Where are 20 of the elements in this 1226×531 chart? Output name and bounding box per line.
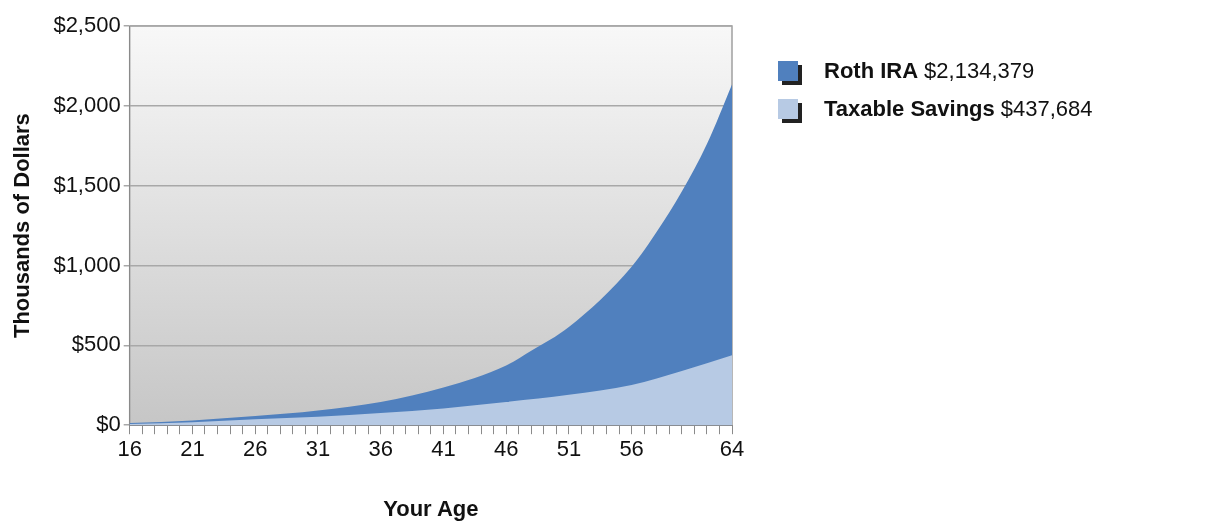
y-tick-label: $0 <box>96 411 121 437</box>
x-axis-title: Your Age <box>383 495 479 521</box>
x-tick-label: 21 <box>180 436 205 462</box>
x-tick-label: 36 <box>368 436 393 462</box>
y-tick-label: $2,500 <box>53 12 121 38</box>
y-tick-label: $1,500 <box>53 171 121 197</box>
x-tick-label: 46 <box>493 436 519 462</box>
legend-label: Roth IRA $2,134,379 <box>824 58 1035 84</box>
x-tick-label: 56 <box>619 436 644 462</box>
x-tick-label: 41 <box>431 436 456 462</box>
y-tick-label: $1,000 <box>53 251 121 277</box>
x-tick-label: 51 <box>556 436 582 462</box>
x-tick-label: 64 <box>719 436 745 462</box>
legend-label: Taxable Savings $437,684 <box>824 96 1093 122</box>
x-tick-label: 26 <box>242 436 268 462</box>
y-axis-title: Thousands of Dollars <box>9 113 35 339</box>
x-tick-label: 31 <box>305 436 331 462</box>
y-tick-label: $2,000 <box>53 91 121 117</box>
y-tick-label: $500 <box>71 331 121 357</box>
x-tick-label: 16 <box>117 436 142 462</box>
